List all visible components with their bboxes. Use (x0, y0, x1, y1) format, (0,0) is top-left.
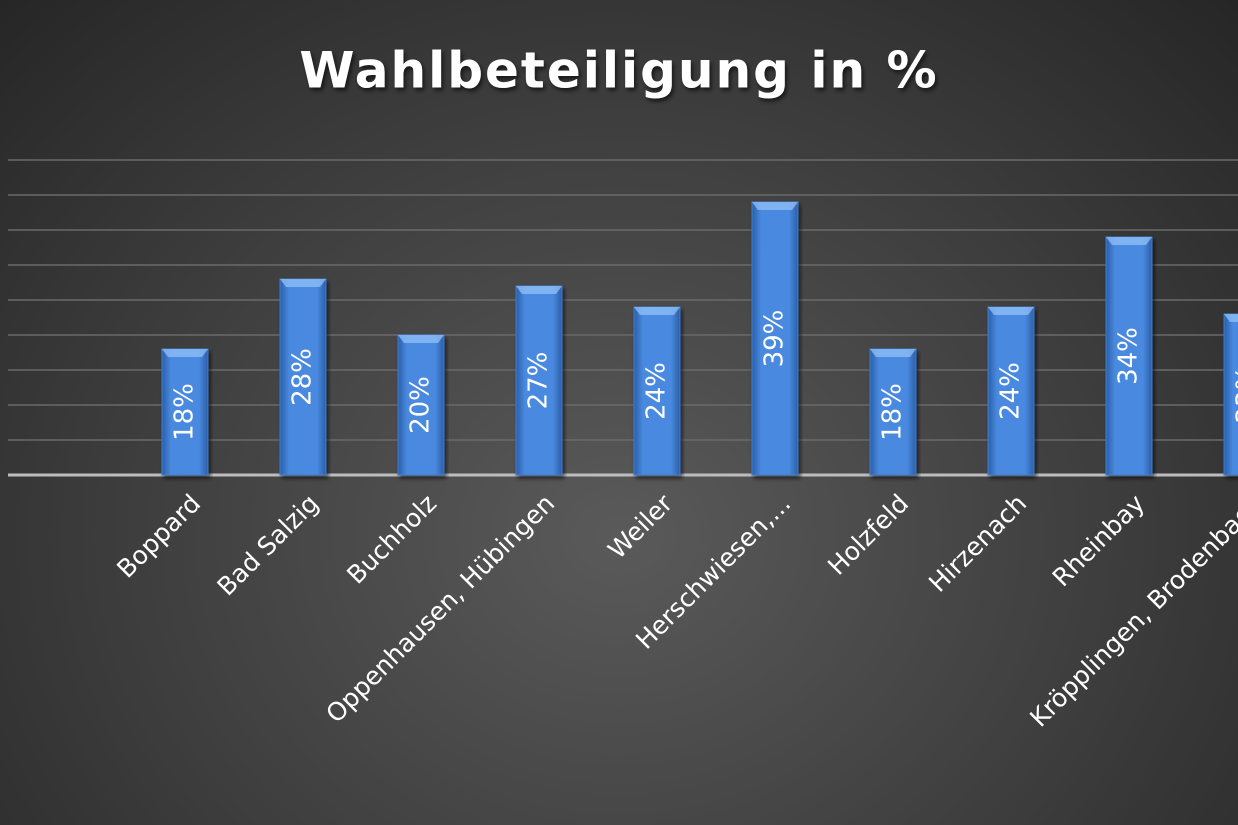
data-label: 20% (406, 376, 436, 434)
data-label: 34% (1114, 327, 1144, 385)
data-label: 24% (642, 362, 672, 420)
bar-bevel (162, 349, 208, 357)
x-tick-label: Boppard (111, 489, 206, 584)
x-tick-label: Holzfeld (822, 489, 914, 581)
bar-bevel (1224, 314, 1238, 322)
bar-bevel (988, 307, 1034, 315)
bar-bevel (634, 307, 680, 315)
data-label: 23% (1232, 366, 1238, 424)
bar (515, 285, 563, 476)
bar (751, 201, 799, 476)
bar (987, 306, 1035, 476)
bar-bevel (752, 202, 798, 210)
bar (397, 334, 445, 476)
data-label: 39% (760, 310, 790, 368)
bar-bevel (1106, 237, 1152, 245)
x-tick-label: Rheinbay (1047, 489, 1151, 593)
bar (279, 278, 327, 476)
chart-title: Wahlbeteiligung in % (299, 42, 938, 100)
data-label: 27% (524, 352, 554, 410)
data-label: 24% (996, 362, 1026, 420)
bar (1223, 313, 1238, 476)
data-label: 18% (170, 383, 200, 441)
bar-bevel (280, 279, 326, 287)
data-label: 18% (878, 383, 908, 441)
bar (633, 306, 681, 476)
data-label: 28% (288, 348, 318, 406)
bar-bevel (870, 349, 916, 357)
bar-bevel (398, 335, 444, 343)
x-tick-label: Oppenhausen, Hübingen (320, 489, 560, 729)
x-tick-label: Bad Salzig (212, 489, 325, 602)
x-tick-label: Hirzenach (923, 489, 1032, 598)
x-tick-label: Weiler (602, 488, 678, 564)
bar (869, 348, 917, 476)
bar-bevel (516, 286, 562, 294)
bar (1105, 236, 1153, 476)
x-tick-label: Buchholz (341, 489, 442, 590)
